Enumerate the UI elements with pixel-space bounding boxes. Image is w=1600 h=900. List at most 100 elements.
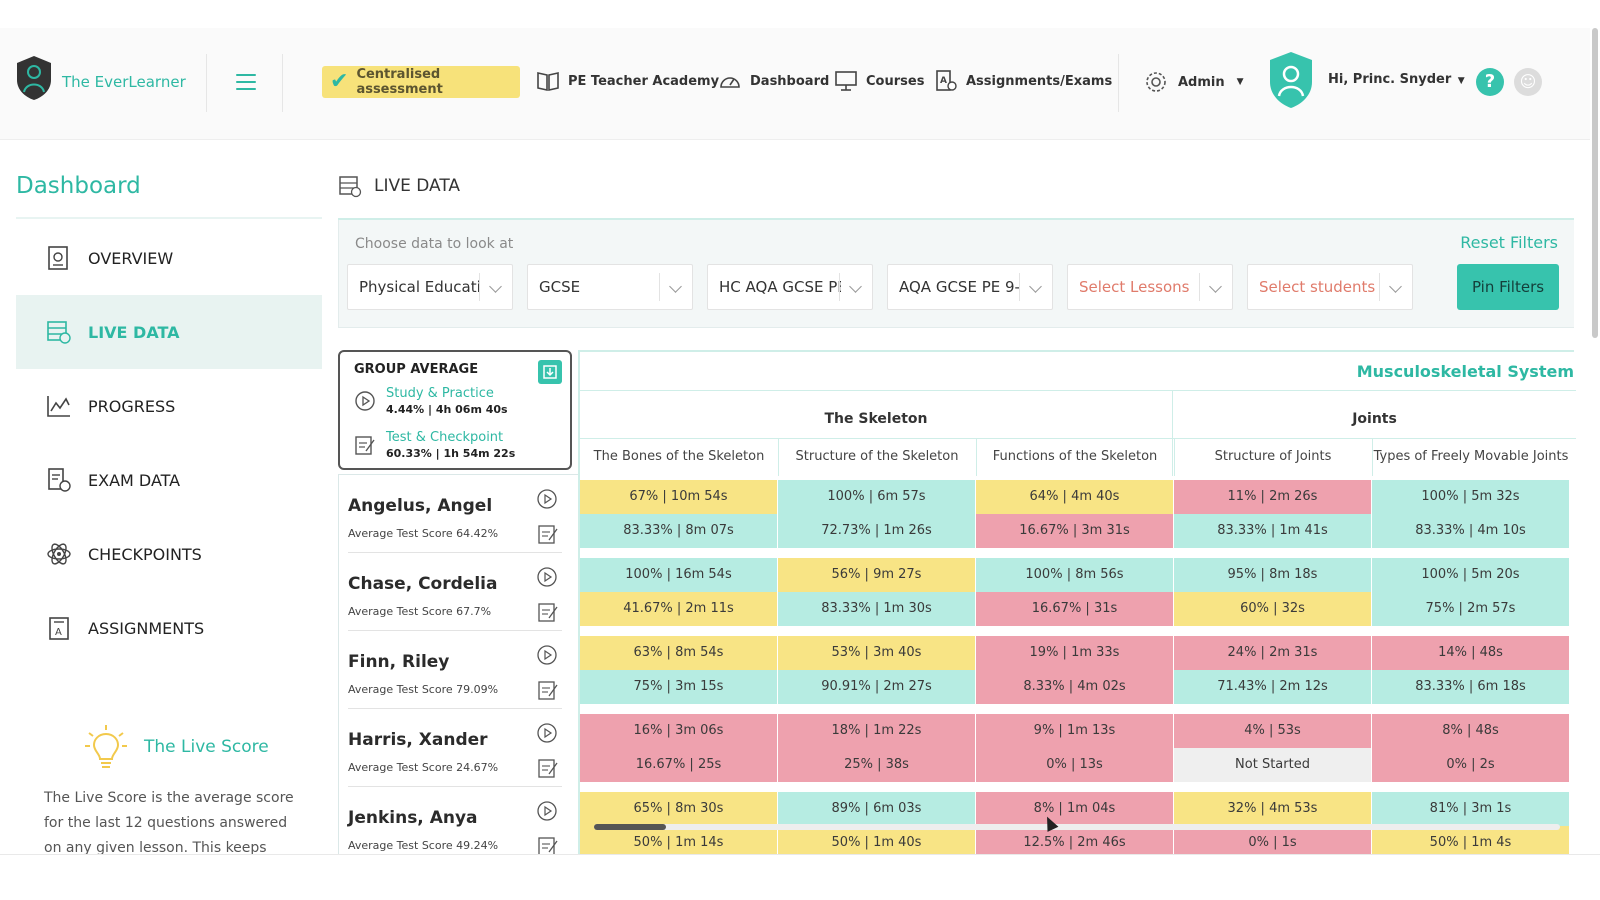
admin-menu[interactable]: Admin ▼ [1144, 70, 1244, 94]
test-score-cell[interactable]: 75% | 3m 15s [580, 670, 778, 704]
study-score-cell[interactable]: 11% | 2m 26s [1174, 480, 1372, 514]
student-name[interactable]: Angelus, Angel [348, 496, 493, 516]
lesson-header[interactable]: Structure of Joints [1214, 449, 1332, 464]
study-score-cell[interactable]: 81% | 3m 1s [1372, 792, 1570, 826]
study-score-cell[interactable]: 100% | 5m 20s [1372, 558, 1570, 592]
nav-dashboard[interactable]: Dashboard [718, 70, 829, 92]
lesson-header[interactable]: The Bones of the Skeleton [593, 449, 765, 464]
study-score-cell[interactable]: 53% | 3m 40s [778, 636, 976, 670]
sidebar-item-checkpoints[interactable]: CHECKPOINTS [16, 517, 322, 591]
play-circle-icon[interactable] [536, 644, 558, 666]
brand-logo[interactable]: The EverLearner [14, 54, 186, 102]
test-score-cell[interactable]: 16.67% | 3m 31s [976, 514, 1174, 548]
study-score-cell[interactable]: 100% | 5m 32s [1372, 480, 1570, 514]
lesson-header[interactable]: Structure of the Skeleton [795, 449, 959, 464]
student-name[interactable]: Jenkins, Anya [348, 808, 478, 828]
study-score-cell[interactable]: 64% | 4m 40s [976, 480, 1174, 514]
test-score-cell[interactable]: 90.91% | 2m 27s [778, 670, 976, 704]
test-score-cell[interactable]: 83.33% | 8m 07s [580, 514, 778, 548]
nav-assignments-exams[interactable]: A Assignments/Exams [934, 70, 1112, 92]
filter-select[interactable]: GCSE [527, 264, 693, 310]
user-avatar[interactable] [1266, 50, 1316, 110]
test-score-cell[interactable]: 83.33% | 1m 30s [778, 592, 976, 626]
test-score-cell[interactable]: 75% | 2m 57s [1372, 592, 1570, 626]
test-score-cell[interactable]: 0% | 13s [976, 748, 1174, 782]
filter-select[interactable]: HC AQA GCSE PE [707, 264, 873, 310]
play-circle-icon[interactable] [536, 800, 558, 822]
sidebar-item-live-data[interactable]: LIVE DATA [16, 295, 322, 369]
play-circle-icon[interactable] [536, 488, 558, 510]
user-menu[interactable]: Hi, Princ. Snyder ▼ [1328, 72, 1465, 87]
study-score-cell[interactable]: 63% | 8m 54s [580, 636, 778, 670]
study-score-cell[interactable]: 14% | 48s [1372, 636, 1570, 670]
test-score-cell[interactable]: 12.5% | 2m 46s [976, 826, 1174, 854]
sidebar-item-progress[interactable]: PROGRESS [16, 369, 322, 443]
study-score-cell[interactable]: 65% | 8m 30s [580, 792, 778, 826]
test-score-cell[interactable]: 41.67% | 2m 11s [580, 592, 778, 626]
study-score-cell[interactable]: 9% | 1m 13s [976, 714, 1174, 748]
sidebar-item-exam-data[interactable]: EXAM DATA [16, 443, 322, 517]
test-score-cell[interactable]: 60% | 32s [1174, 592, 1372, 626]
test-edit-icon[interactable] [536, 678, 560, 702]
vertical-scrollbar[interactable] [1592, 28, 1598, 338]
test-score-cell[interactable]: 83.33% | 1m 41s [1174, 514, 1372, 548]
study-score-cell[interactable]: 100% | 16m 54s [580, 558, 778, 592]
horizontal-scrollbar[interactable] [594, 824, 1560, 830]
test-score-cell[interactable]: 72.73% | 1m 26s [778, 514, 976, 548]
filter-select[interactable]: Select Lessons [1067, 264, 1233, 310]
study-score-cell[interactable]: 32% | 4m 53s [1174, 792, 1372, 826]
study-score-cell[interactable]: 19% | 1m 33s [976, 636, 1174, 670]
download-icon[interactable] [538, 360, 562, 384]
lesson-header[interactable]: Types of Freely Movable Joints [1373, 449, 1569, 464]
scrollbar-thumb[interactable] [594, 824, 666, 830]
play-circle-icon[interactable] [536, 722, 558, 744]
study-score-cell[interactable]: 56% | 9m 27s [778, 558, 976, 592]
study-score-cell[interactable]: 89% | 6m 03s [778, 792, 976, 826]
nav-courses[interactable]: Courses [834, 70, 924, 92]
test-score-cell[interactable]: 16.67% | 31s [976, 592, 1174, 626]
study-score-cell[interactable]: 8% | 48s [1372, 714, 1570, 748]
test-edit-icon[interactable] [536, 756, 560, 780]
study-score-cell[interactable]: 16% | 3m 06s [580, 714, 778, 748]
test-score-cell[interactable]: 71.43% | 2m 12s [1174, 670, 1372, 704]
test-score-cell[interactable]: 0% | 1s [1174, 826, 1372, 854]
test-edit-icon[interactable] [536, 522, 560, 546]
student-name[interactable]: Harris, Xander [348, 730, 488, 750]
study-score-cell[interactable]: 18% | 1m 22s [778, 714, 976, 748]
test-score-cell[interactable]: Not Started [1174, 748, 1372, 782]
test-edit-icon[interactable] [536, 834, 560, 858]
study-score-cell[interactable]: 24% | 2m 31s [1174, 636, 1372, 670]
test-score-cell[interactable]: 16.67% | 25s [580, 748, 778, 782]
test-edit-icon[interactable] [536, 600, 560, 624]
test-score-cell[interactable]: 50% | 1m 40s [778, 826, 976, 854]
reset-filters-link[interactable]: Reset Filters [1460, 233, 1558, 252]
test-score-cell[interactable]: 0% | 2s [1372, 748, 1570, 782]
help-icon[interactable]: ? [1476, 68, 1504, 96]
study-score-cell[interactable]: 8% | 1m 04s [976, 792, 1174, 826]
study-score-cell[interactable]: 100% | 8m 56s [976, 558, 1174, 592]
study-score-cell[interactable]: 100% | 6m 57s [778, 480, 976, 514]
test-score-cell[interactable]: 25% | 38s [778, 748, 976, 782]
filter-select[interactable]: Select students [1247, 264, 1413, 310]
study-score-cell[interactable]: 4% | 53s [1174, 714, 1372, 748]
student-name[interactable]: Finn, Riley [348, 652, 450, 672]
menu-icon[interactable] [236, 74, 256, 90]
study-score-cell[interactable]: 95% | 8m 18s [1174, 558, 1372, 592]
test-score-cell[interactable]: 50% | 1m 14s [580, 826, 778, 854]
play-circle-icon[interactable] [536, 566, 558, 588]
pin-filters-button[interactable]: Pin Filters [1457, 264, 1559, 310]
filter-select[interactable]: Physical Educati... [347, 264, 513, 310]
test-score-cell[interactable]: 50% | 1m 4s [1372, 826, 1570, 854]
accessibility-icon[interactable]: ☺ [1514, 68, 1542, 96]
lesson-header[interactable]: Functions of the Skeleton [992, 449, 1158, 464]
study-score-cell[interactable]: 67% | 10m 54s [580, 480, 778, 514]
test-score-cell[interactable]: 83.33% | 4m 10s [1372, 514, 1570, 548]
test-score-cell[interactable]: 8.33% | 4m 02s [976, 670, 1174, 704]
sidebar-item-assignments[interactable]: A ASSIGNMENTS [16, 591, 322, 665]
sidebar-item-overview[interactable]: OVERVIEW [16, 221, 322, 295]
nav-pe-teacher-academy[interactable]: PE Teacher Academy [536, 70, 719, 92]
test-score-cell[interactable]: 83.33% | 6m 18s [1372, 670, 1570, 704]
filter-select[interactable]: AQA GCSE PE 9-1 [887, 264, 1053, 310]
student-name[interactable]: Chase, Cordelia [348, 574, 498, 594]
centralised-assessment-button[interactable]: ✔ Centralised assessment [322, 66, 520, 98]
